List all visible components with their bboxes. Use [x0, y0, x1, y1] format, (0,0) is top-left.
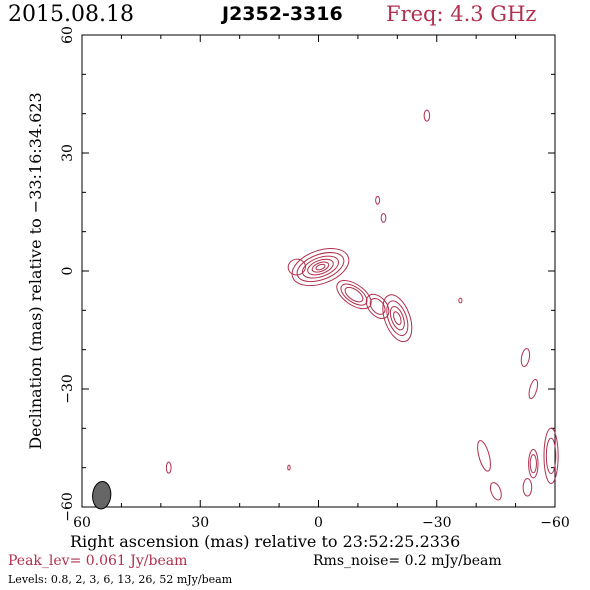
contour-core: [301, 255, 340, 279]
contour-jet-knot-1: [344, 286, 364, 303]
contour-core: [291, 248, 350, 287]
x-tick-label: 60: [73, 515, 91, 531]
contour-core: [296, 252, 345, 283]
y-axis-label: Declination (mas) relative to −33:16:34.…: [26, 92, 45, 449]
peak-level: Peak_lev= 0.061 Jy/beam: [8, 553, 188, 569]
contour-core: [315, 263, 326, 271]
contour-jet-knot-1: [340, 283, 368, 306]
contour-noise-h: [287, 464, 291, 471]
contour-noise-l: [522, 478, 533, 497]
contour-noise-i: [477, 440, 491, 472]
x-tick-label: 30: [191, 515, 209, 531]
contour-jet-knot-3: [393, 311, 402, 326]
contour-noise-d: [458, 297, 463, 304]
contour-noise-f: [528, 378, 539, 400]
rms-noise: Rms_noise= 0.2 mJy/beam: [313, 553, 502, 569]
y-tick-label: 0: [60, 267, 76, 276]
contour-west-blob: [287, 258, 306, 276]
contour-noise-a: [423, 109, 431, 122]
y-tick-label: 60: [60, 26, 76, 44]
frequency-label: Freq: 4.3 GHz: [386, 2, 537, 26]
y-tick-label: −30: [60, 374, 76, 404]
contour-noise-b: [375, 195, 381, 205]
source-name: J2352-3316: [222, 3, 343, 25]
contour-noise-j: [529, 454, 537, 474]
contour-noise-c: [380, 213, 387, 223]
contour-noise-g: [165, 461, 172, 474]
contour-layer: [92, 109, 559, 510]
contour-noise-j: [528, 449, 539, 479]
observation-date: 2015.08.18: [8, 2, 134, 27]
contour-jet-knot-3: [386, 300, 409, 337]
y-tick-label: 30: [60, 144, 76, 162]
contour-noise-k: [543, 427, 559, 484]
contour-noise-m: [489, 482, 502, 501]
contour-jet-knot-3: [389, 306, 405, 331]
contour-noise-k: [545, 437, 557, 475]
contour-noise-e: [520, 348, 531, 367]
y-tick-label: −60: [60, 492, 76, 522]
x-tick-label: −30: [422, 515, 452, 531]
x-axis-label: Right ascension (mas) relative to 23:52:…: [70, 532, 461, 551]
x-tick-label: 0: [314, 515, 323, 531]
x-tick-label: −60: [540, 515, 570, 531]
contour-core: [311, 261, 330, 273]
plot-frame: [81, 34, 556, 508]
beam-ellipse: [92, 480, 112, 510]
axis-ticks: 60 30 0 −30 −60 −60 −30 0 30 60: [60, 26, 570, 531]
contour-jet-knot-3: [382, 294, 413, 343]
contour-jet-knot-1: [336, 280, 372, 310]
contour-core: [307, 258, 334, 276]
contour-levels: Levels: 0.8, 2, 3, 6, 13, 26, 52 mJy/bea…: [8, 573, 233, 586]
